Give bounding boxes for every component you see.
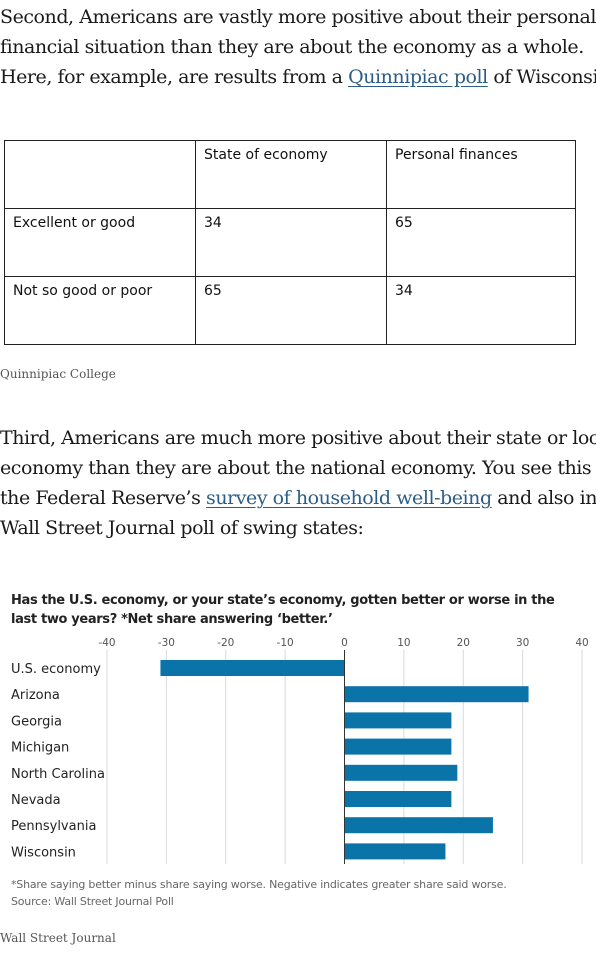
x-tick-label: 20 [457,637,470,649]
text-run: the Federal Reserve’s [0,487,207,509]
paragraph-line: Wall Street Journal poll of swing states… [0,517,364,539]
bar [160,660,345,676]
table-cell: 65 [195,276,387,345]
category-label: Nevada [11,793,61,808]
paragraph-line: the Federal Reserve’s survey of househol… [0,483,596,513]
table-cell: 34 [195,208,387,277]
bar [344,712,452,729]
x-tick-label: -30 [158,637,175,649]
category-label: Michigan [11,741,69,756]
paragraph-line: financial situation than they are about … [0,36,584,58]
bar [344,738,452,755]
chart-footnote: *Share saying better minus share saying … [11,878,507,891]
x-tick-label: 40 [575,637,588,649]
text-run: of Wisconsin: [493,66,596,88]
table-header-row: State of economy Personal finances [4,140,576,209]
table-source-caption: Quinnipiac College [0,367,116,381]
chart-title: Has the U.S. economy, or your state’s ec… [11,593,555,627]
table-cell: 65 [386,208,576,277]
bar [344,791,452,807]
bar [344,843,446,860]
table-header-cell: State of economy [195,140,387,209]
x-tick-label: -10 [277,637,294,649]
table-header-cell: Personal finances [386,140,576,209]
x-tick-label: 30 [516,637,529,649]
bar [344,686,529,703]
bar [344,817,493,834]
paragraph-line: economy than they are about the national… [0,457,596,479]
table-row: Excellent or good 34 65 [4,208,576,277]
category-label: Georgia [11,714,62,729]
x-tick-label: 0 [341,637,348,649]
chart-source-caption: Wall Street Journal [0,931,116,945]
bar-chart: -40 -30 -20 -10 0 10 20 30 40 U.S. economy Arizona… [11,637,589,864]
x-tick-label: 10 [397,637,410,649]
household-survey-link[interactable]: survey of household well-being [206,487,492,509]
bar [344,764,458,781]
table-header-cell [4,140,196,209]
table-row-label: Excellent or good [4,208,196,277]
category-label: Pennsylvania [11,819,96,834]
paragraph-state-economy: Third, Americans are much more positive … [0,423,596,543]
table-row-label: Not so good or poor [4,276,196,345]
category-label: U.S. economy [11,662,101,677]
table-cell: 34 [386,276,576,345]
x-tick-label: -40 [98,637,115,649]
chart-source: Source: Wall Street Journal Poll [11,895,174,908]
paragraph-personal-finances: Second, Americans are vastly more positi… [0,2,596,92]
text-run: and also in a [497,487,596,509]
paragraph-line: Third, Americans are much more positive … [0,427,596,449]
x-tick-label: -20 [217,637,234,649]
category-label: Arizona [11,688,60,703]
quinnipiac-poll-link[interactable]: Quinnipiac poll [348,66,488,88]
paragraph-line: Here, for example, are results from a Qu… [0,62,596,92]
category-label: North Carolina [11,767,105,782]
poll-table: State of economy Personal finances Excel… [4,140,576,345]
table-row: Not so good or poor 65 34 [4,276,576,345]
category-label: Wisconsin [11,845,76,860]
text-run: Here, for example, are results from a [0,66,349,88]
paragraph-line: Second, Americans are vastly more positi… [0,6,596,28]
